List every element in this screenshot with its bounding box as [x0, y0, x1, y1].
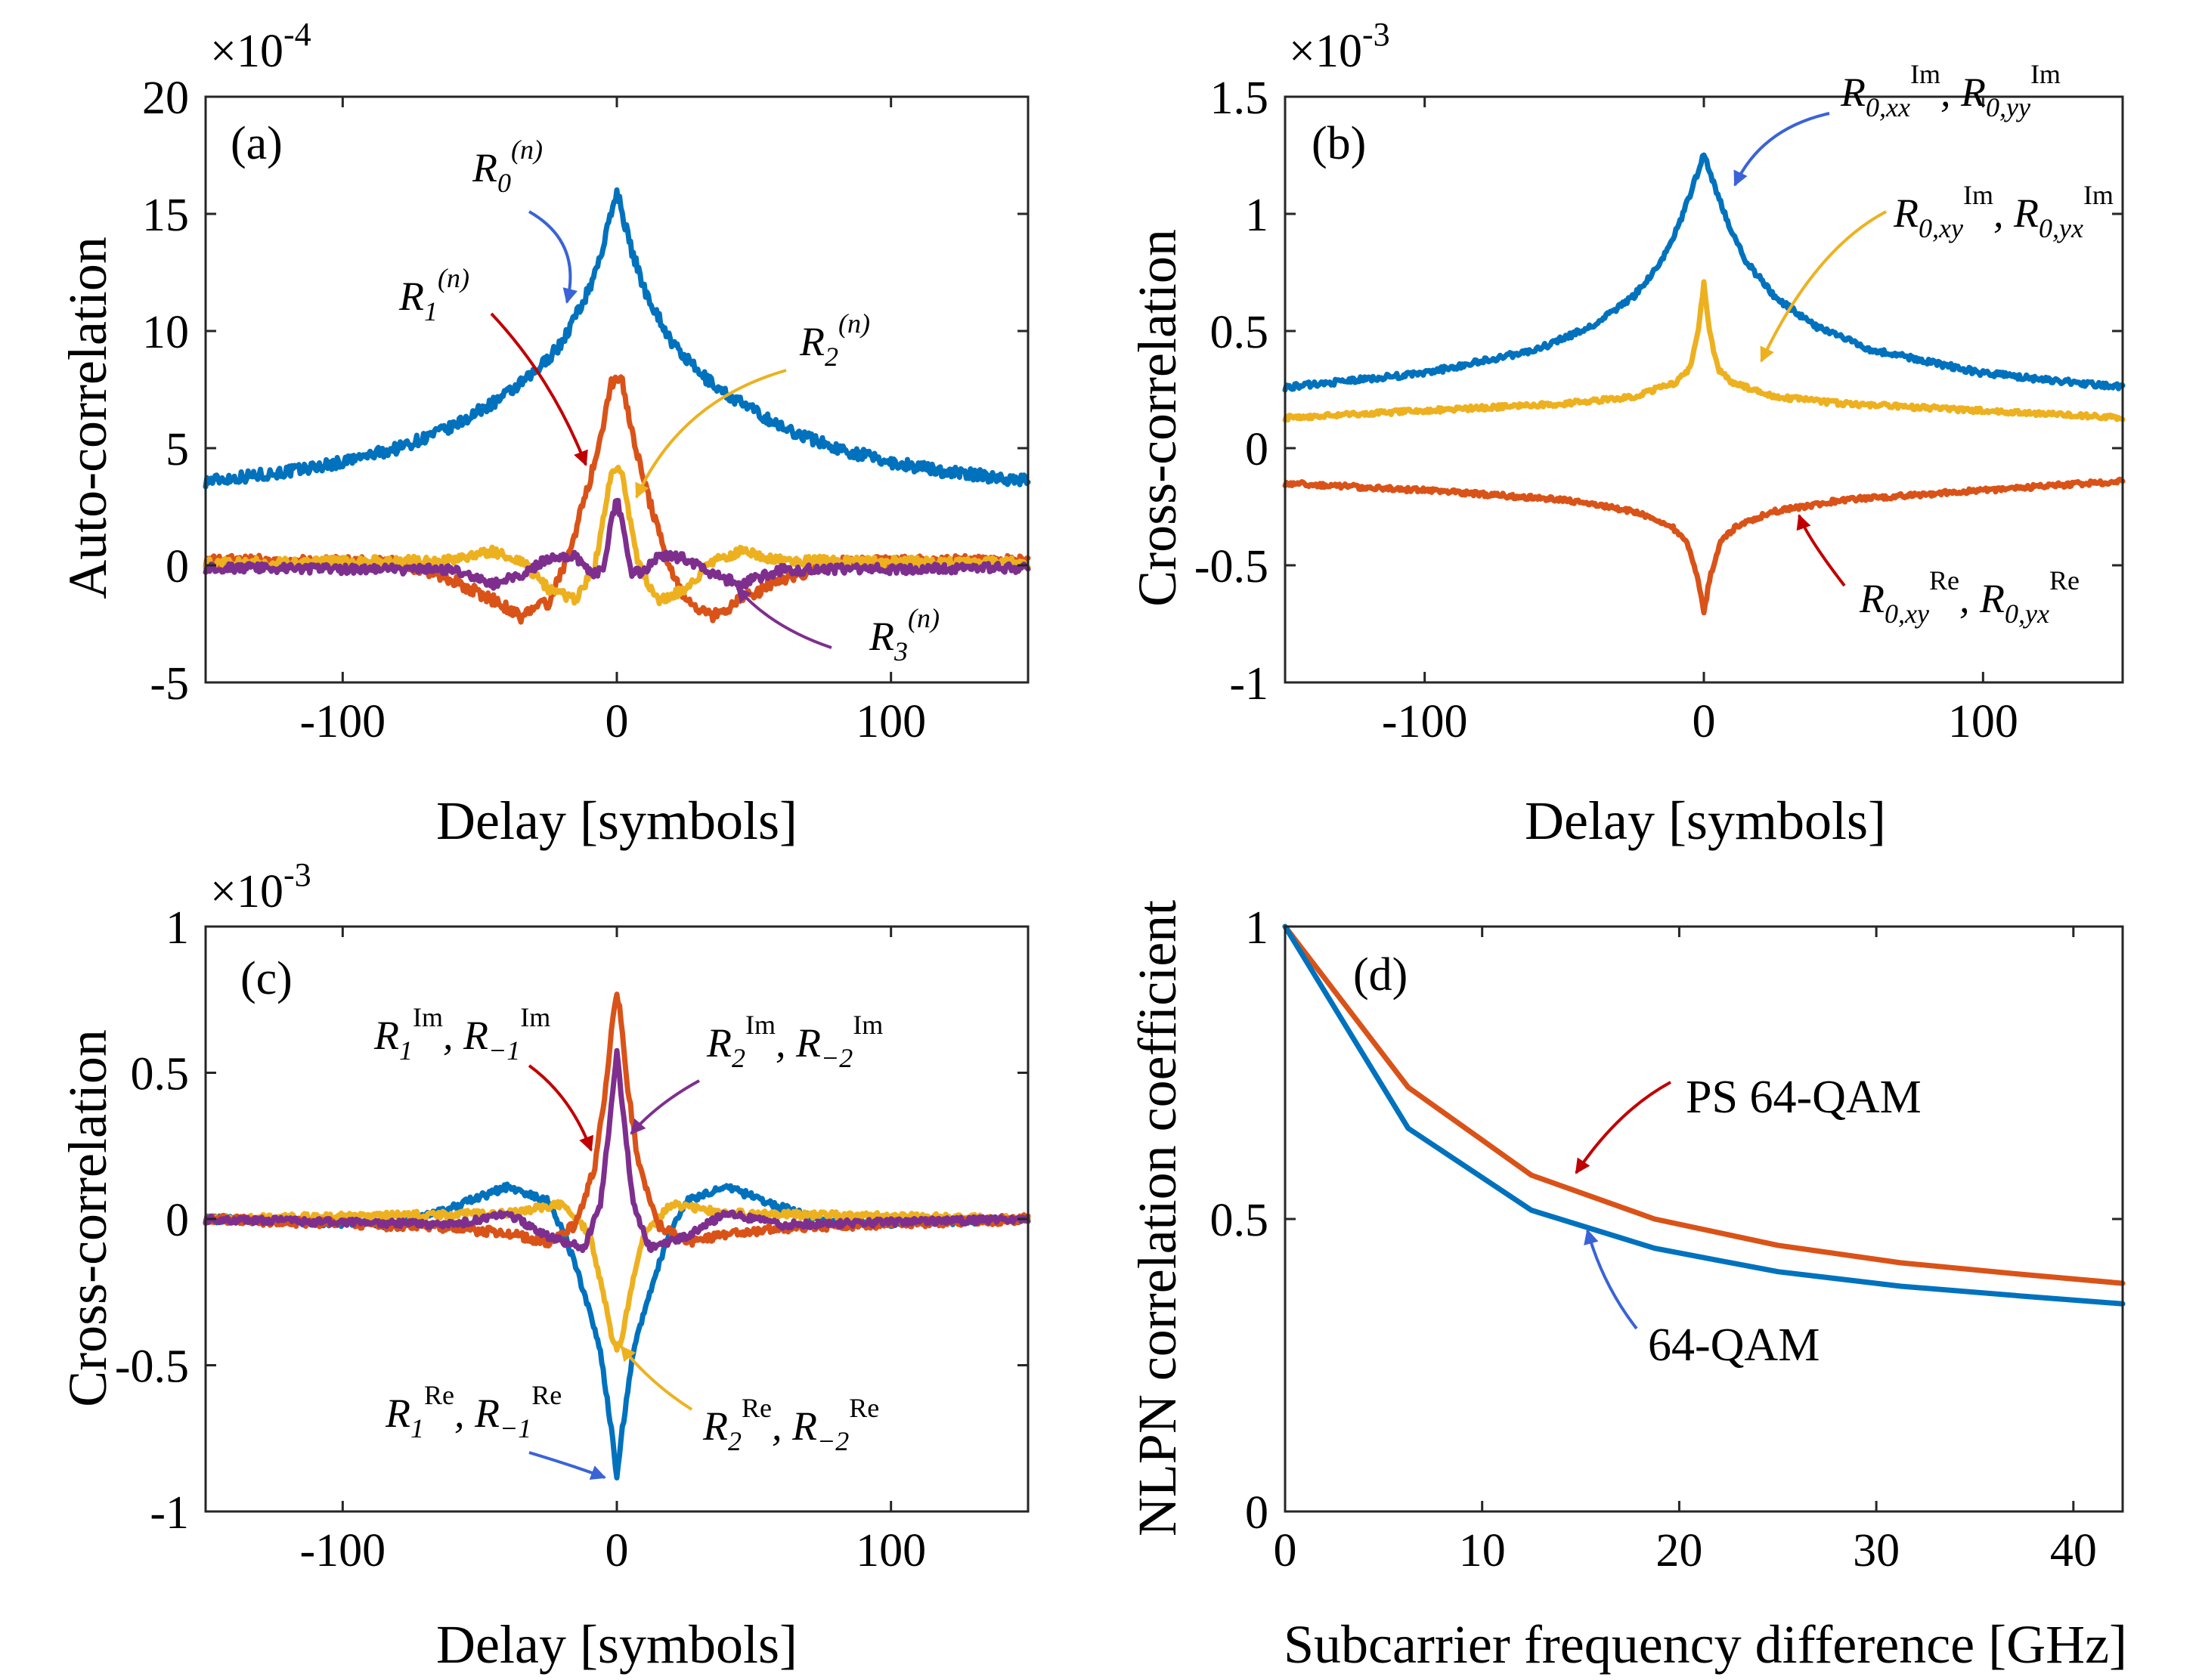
panel-b-xtick-label: -100 — [1382, 696, 1468, 747]
panel-a-xtick-label: 100 — [856, 696, 926, 747]
annotation-r2: R2(n) — [635, 308, 870, 499]
panel-b-series-1 — [1282, 279, 2126, 423]
panel-c-xtick-label: 100 — [856, 1525, 926, 1576]
panel-d-ylabel: NLPN correlation coefficient — [1127, 900, 1188, 1536]
panel-d-series-1 — [1282, 924, 2126, 1307]
panel-c-ytick-label: 0 — [166, 1195, 189, 1246]
panel-b-ytick-label: 1.5 — [1210, 73, 1269, 124]
annotation-r1: R1(n) — [398, 263, 588, 466]
panel-b-series-0 — [1282, 152, 2126, 393]
panel-c: -100 0 100 -1 -0.5 0 0.5 1 ×10-3 (c) Delay [sym… — [57, 856, 1031, 1675]
panel-a-xtick-label: 0 — [605, 696, 629, 747]
panel-d-xtick-label: 10 — [1459, 1525, 1506, 1576]
annotation-r0-im-xx-yy: R0,xxIm, R0,yyIm — [1733, 59, 2061, 187]
panel-a-ytick-label: 20 — [142, 73, 189, 124]
panel-b-plot: -100 0 100 -1 -0.5 0 0.5 1 1.5 — [1194, 73, 2126, 747]
panel-c-ytick-label: -0.5 — [115, 1341, 189, 1393]
svg-text:R1Im, R−1Im: R1Im, R−1Im — [373, 1002, 550, 1066]
panel-c-label: (c) — [240, 953, 293, 1004]
panel-d-ytick-label: 0.5 — [1210, 1195, 1269, 1246]
panel-a-ytick-label: 10 — [142, 307, 189, 358]
panel-d: 0 10 20 30 40 0 0.5 1 (d) Subcarrier frequency … — [1127, 900, 2127, 1675]
panel-d-xtick-label: 30 — [1853, 1525, 1900, 1576]
panel-a-exponent: ×10-4 — [210, 16, 311, 77]
panel-b-ytick-label: 0.5 — [1210, 307, 1269, 358]
svg-text:R0(n): R0(n) — [472, 135, 543, 198]
svg-text:R2(n): R2(n) — [799, 308, 870, 372]
panel-a-xlabel: Delay [symbols] — [436, 790, 798, 851]
panel-a-label: (a) — [231, 118, 283, 169]
svg-text:R3(n): R3(n) — [869, 603, 940, 667]
panel-a-series-2 — [203, 464, 1031, 607]
panel-a-axes-box — [204, 95, 1030, 684]
panel-c-ylabel: Cross-correlation — [57, 1029, 118, 1407]
panel-d-xtick-label: 0 — [1274, 1525, 1297, 1576]
panel-a-ytick-label: 15 — [142, 190, 189, 241]
panel-c-series-3 — [203, 1047, 1031, 1254]
panel-b-label: (b) — [1312, 118, 1366, 169]
panel-d-ytick-label: 1 — [1245, 902, 1268, 954]
svg-text:R2Im, R−2Im: R2Im, R−2Im — [706, 1010, 883, 1073]
svg-text:R0,xxIm, R0,yyIm: R0,xxIm, R0,yyIm — [1840, 59, 2061, 122]
annotation-ps-64qam: PS 64-QAM — [1575, 1072, 1922, 1174]
panel-d-xtick-label: 40 — [2050, 1525, 2097, 1576]
panel-d-axes-box — [1284, 925, 2124, 1513]
annotation-r3: R3(n) — [736, 586, 940, 667]
panel-c-xlabel: Delay [symbols] — [436, 1614, 798, 1675]
panel-c-exponent: ×10-3 — [210, 856, 311, 917]
svg-text:R1Re, R−1Re: R1Re, R−1Re — [385, 1380, 562, 1443]
annotation-r0-im-xy-yx: R0,xyIm, R0,yxIm — [1760, 180, 2114, 363]
panel-d-xlabel: Subcarrier frequency difference [GHz] — [1284, 1614, 2127, 1675]
panel-b-ytick-label: 1 — [1245, 190, 1268, 241]
panel-b-xlabel: Delay [symbols] — [1525, 790, 1886, 851]
panel-d-plot: 0 10 20 30 40 0 0.5 1 — [1210, 902, 2126, 1576]
panel-b-exponent: ×10-3 — [1289, 16, 1390, 77]
panel-a-series-3 — [203, 497, 1031, 591]
panel-c-xtick-label: 0 — [605, 1525, 629, 1576]
svg-text:PS 64-QAM: PS 64-QAM — [1686, 1072, 1922, 1123]
panel-b: -100 0 100 -1 -0.5 0 0.5 1 1.5 ×10-3 (b) Delay [… — [1127, 16, 2126, 851]
panel-b-ytick-label: -1 — [1229, 658, 1268, 710]
panel-b-ytick-label: -0.5 — [1194, 541, 1268, 592]
annotation-r2-im: R2Im, R−2Im — [630, 1010, 883, 1135]
panel-a: -100 0 100 -5 0 5 10 15 20 ×10-4 (a) Delay [symb… — [57, 16, 1031, 851]
panel-a-xtick-label: -100 — [300, 696, 386, 747]
panel-d-ytick-label: 0 — [1245, 1487, 1268, 1539]
svg-text:R1(n): R1(n) — [398, 263, 469, 326]
panel-b-xtick-label: 100 — [1948, 696, 2018, 747]
panel-c-ytick-label: 0.5 — [131, 1049, 190, 1100]
annotation-r0: R0(n) — [472, 135, 578, 304]
panel-d-xtick-label: 20 — [1655, 1525, 1702, 1576]
panel-a-ytick-label: 5 — [166, 424, 189, 475]
svg-text:R0,xyIm, R0,yxIm: R0,xyIm, R0,yxIm — [1893, 180, 2114, 243]
panel-a-ylabel: Auto-correlation — [57, 237, 118, 599]
panel-b-xtick-label: 0 — [1693, 696, 1716, 747]
annotation-r1-im: R1Im, R−1Im — [373, 1002, 594, 1152]
panel-c-plot: -100 0 100 -1 -0.5 0 0.5 1 — [115, 902, 1031, 1576]
panel-c-ytick-label: 1 — [166, 902, 189, 954]
panel-c-ytick-label: -1 — [150, 1487, 189, 1539]
panel-c-xtick-label: -100 — [300, 1525, 386, 1576]
annotation-64qam: 64-QAM — [1584, 1229, 1820, 1371]
panel-a-plot: -100 0 100 -5 0 5 10 15 20 — [142, 73, 1031, 747]
annotation-r1-re: R1Re, R−1Re — [385, 1380, 606, 1480]
svg-text:R2Re, R−2Re: R2Re, R−2Re — [702, 1393, 879, 1456]
svg-text:64-QAM: 64-QAM — [1648, 1320, 1820, 1371]
panel-d-series-0 — [1282, 924, 2126, 1286]
annotation-r0-re-xy-yx: R0,xyRe, R0,yxRe — [1796, 514, 2080, 629]
svg-text:R0,xyRe, R0,yxRe: R0,xyRe, R0,yxRe — [1859, 565, 2080, 629]
panel-c-series-2 — [203, 992, 1031, 1249]
annotation-r2-re: R2Re, R−2Re — [620, 1345, 879, 1456]
panel-b-ylabel: Cross-correlation — [1127, 229, 1188, 607]
panel-a-series-0 — [203, 187, 1031, 490]
panel-a-ytick-label: -5 — [150, 658, 189, 710]
panel-d-label: (d) — [1353, 949, 1408, 1001]
panel-b-series-2 — [1282, 476, 2126, 616]
panel-a-ytick-label: 0 — [166, 541, 189, 592]
panel-b-ytick-label: 0 — [1245, 424, 1268, 475]
